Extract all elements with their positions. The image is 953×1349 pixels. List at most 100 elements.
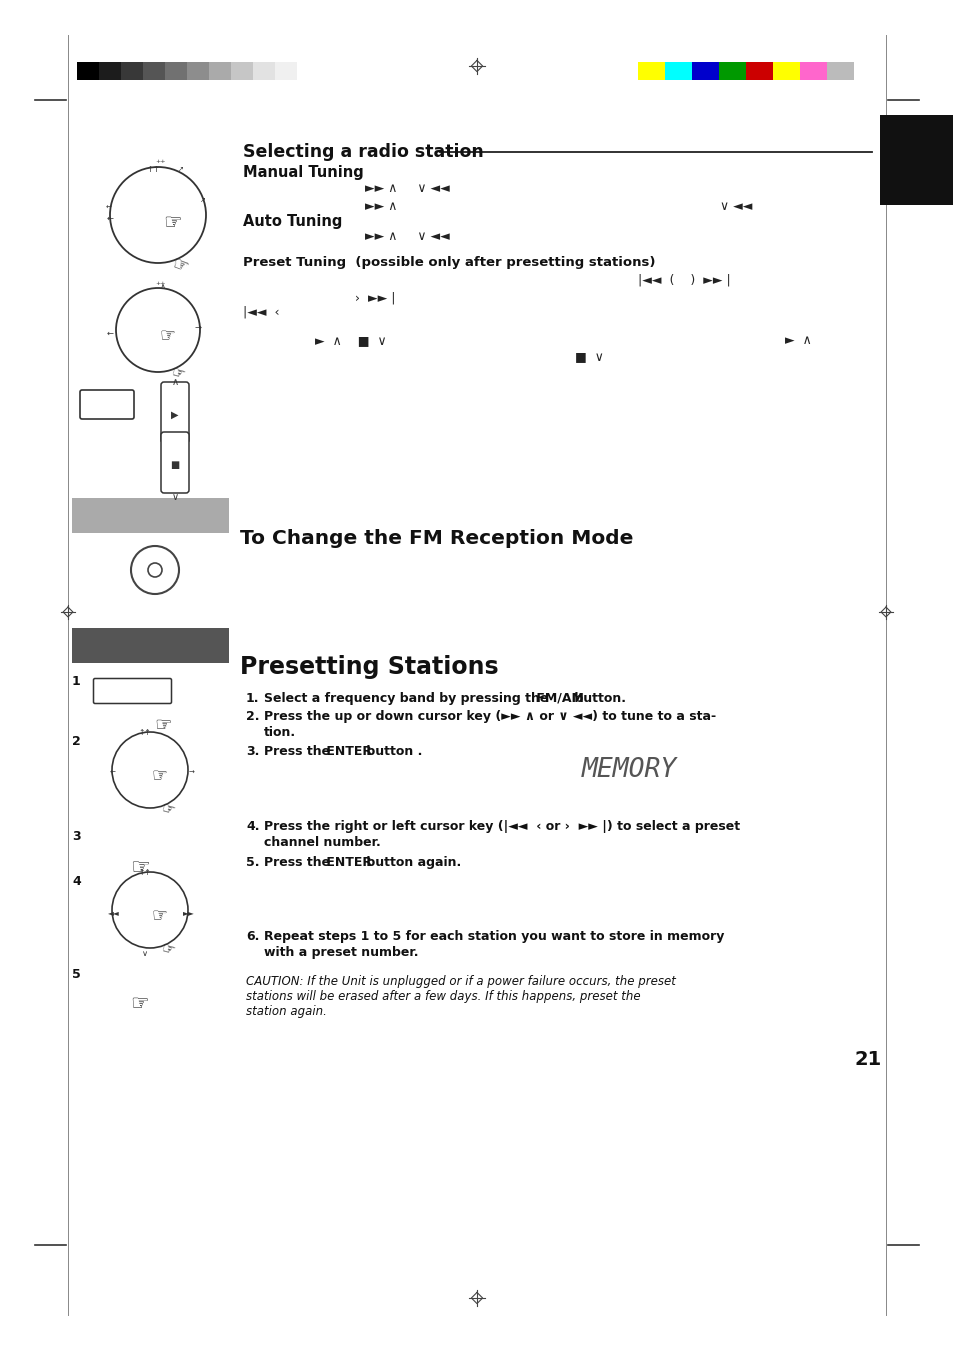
Text: 3.: 3. [246,745,259,758]
Bar [187,62,209,80]
Text: ■  ∨: ■ ∨ [575,349,603,363]
Text: ∨: ∨ [142,948,148,958]
Text: Manual Tuning: Manual Tuning [243,165,363,179]
Text: |◄◄  (    )  ►► |: |◄◄ ( ) ►► | [638,274,730,287]
Text: Presetting Stations: Presetting Stations [240,656,498,679]
Bar [638,62,664,80]
Text: Press the up or down cursor key (►► ∧ or ∨ ◄◄) to tune to a sta-: Press the up or down cursor key (►► ∧ or… [264,710,716,723]
Bar [231,62,253,80]
Text: ↑↑: ↑↑ [138,728,152,737]
Text: ←: ← [107,213,113,223]
Text: ←: ← [107,329,113,337]
Text: ►  ∧: ► ∧ [784,335,811,347]
Text: Preset Tuning  (possible only after presetting stations): Preset Tuning (possible only after prese… [243,256,655,268]
Text: 2: 2 [71,735,81,747]
Bar [253,62,274,80]
Text: 5: 5 [71,969,81,981]
Text: ∧: ∧ [172,376,178,387]
Text: ◄◄: ◄◄ [108,908,120,917]
Text: ►► ∧: ►► ∧ [365,200,397,213]
Text: ☞: ☞ [131,994,150,1014]
Bar [121,62,143,80]
Bar [71,498,229,533]
Text: To Change the FM Reception Mode: To Change the FM Reception Mode [240,529,633,548]
Text: button .: button . [361,745,422,758]
Text: 2.: 2. [246,710,259,723]
Text: Selecting a radio station: Selecting a radio station [243,143,483,161]
Text: Auto Tuning: Auto Tuning [243,214,342,229]
Text: 4.: 4. [246,820,259,832]
Text: Select a frequency band by pressing the: Select a frequency band by pressing the [264,692,548,706]
Bar [143,62,165,80]
Text: 5.: 5. [246,857,259,869]
Text: 1: 1 [71,674,81,688]
Bar [71,629,229,662]
Text: ↗: ↗ [200,197,206,202]
Text: button.: button. [569,692,625,706]
Text: Press the right or left cursor key (|◄◄  ‹ or ›  ►► |) to select a preset: Press the right or left cursor key (|◄◄ … [264,820,740,832]
FancyBboxPatch shape [161,432,189,492]
Bar [826,62,853,80]
Text: channel number.: channel number. [264,836,380,849]
Text: ►►: ►► [183,908,194,917]
Text: ++: ++ [155,281,166,286]
Text: 21: 21 [854,1050,882,1068]
Text: →: → [194,322,201,332]
Bar [691,62,719,80]
Bar [800,62,826,80]
Text: 3: 3 [71,830,81,843]
Text: ☞: ☞ [159,801,176,819]
FancyBboxPatch shape [161,382,189,442]
Text: ENTER: ENTER [322,745,372,758]
Text: ☞: ☞ [159,942,176,959]
Text: CAUTION: If the Unit is unplugged or if a power failure occurs, the preset
stati: CAUTION: If the Unit is unplugged or if … [246,975,675,1018]
Text: ∨ ◄◄: ∨ ◄◄ [720,200,752,213]
Text: ↑↑: ↑↑ [146,165,160,174]
Text: ☞: ☞ [170,366,187,383]
FancyBboxPatch shape [93,679,172,703]
Bar [209,62,231,80]
Text: ∧: ∧ [160,282,166,291]
Text: Press the: Press the [264,745,330,758]
Text: ☞: ☞ [170,254,191,277]
FancyBboxPatch shape [80,390,133,420]
Text: ▶: ▶ [172,410,178,420]
Bar [77,62,99,80]
Text: ☞: ☞ [152,766,168,784]
Text: ∨: ∨ [172,492,178,502]
Bar [772,62,800,80]
Text: ☞: ☞ [154,716,172,735]
Text: ←: ← [106,205,112,210]
Text: ←: ← [110,770,115,776]
Text: tion.: tion. [264,726,295,739]
Text: ENTER: ENTER [322,857,372,869]
Text: with a preset number.: with a preset number. [264,946,418,959]
Text: 4: 4 [71,876,81,888]
Text: ☞: ☞ [160,326,176,344]
Text: |◄◄  ‹: |◄◄ ‹ [243,306,279,318]
Text: FM/AM: FM/AM [532,692,583,706]
Text: button again.: button again. [361,857,460,869]
Bar [274,62,296,80]
Text: ›  ►► |: › ►► | [355,291,395,304]
Text: ►  ∧    ■  ∨: ► ∧ ■ ∨ [314,335,386,347]
Bar [879,115,953,205]
Text: ►► ∧     ∨ ◄◄: ►► ∧ ∨ ◄◄ [365,229,449,243]
Text: →: → [189,770,194,776]
Text: ++: ++ [155,159,166,165]
Text: ☞: ☞ [152,907,168,924]
Text: ►► ∧     ∨ ◄◄: ►► ∧ ∨ ◄◄ [365,182,449,196]
Bar [664,62,691,80]
Text: Press the: Press the [264,857,330,869]
Text: 6.: 6. [246,929,259,943]
Text: MEMORY: MEMORY [581,757,677,782]
Text: Repeat steps 1 to 5 for each station you want to store in memory: Repeat steps 1 to 5 for each station you… [264,929,723,943]
Bar [99,62,121,80]
Text: ☞: ☞ [130,858,150,878]
Text: ↗: ↗ [178,166,184,173]
Bar [719,62,745,80]
Text: ☞: ☞ [164,213,182,233]
Bar [745,62,772,80]
Text: ■: ■ [171,460,179,469]
Text: ↑↑: ↑↑ [138,867,152,877]
